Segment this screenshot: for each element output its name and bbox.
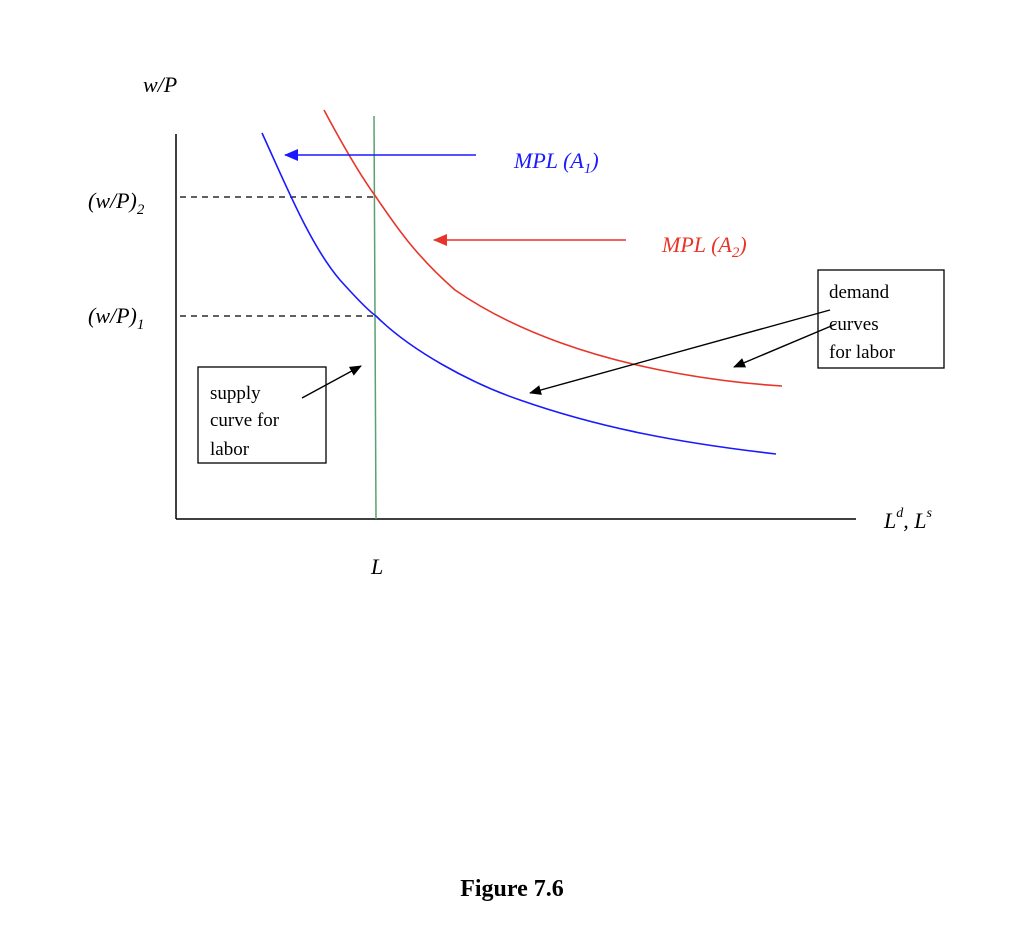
- x-axis-tick-l: L: [370, 554, 383, 579]
- y-tick-wp1-base: (w/P): [88, 303, 137, 328]
- supply-callout-line-1: supply: [210, 383, 261, 404]
- demand-callout-text: demand curves for labor: [829, 282, 896, 363]
- demand-callout-line-3: for labor: [829, 342, 896, 363]
- supply-callout-box: [197, 366, 327, 464]
- x-axis-label-ld: L: [883, 508, 896, 533]
- demand-callout-line-1: demand: [829, 282, 890, 303]
- supply-callout-arrow: [301, 365, 362, 399]
- label-mpl-a1-prefix: MPL (A: [513, 148, 584, 173]
- label-mpl-a2-sub: 2: [732, 245, 740, 261]
- supply-callout-text: supply curve for labor: [210, 383, 284, 460]
- label-mpl-a2-prefix: MPL (A: [661, 232, 732, 257]
- y-tick-wp1-sub: 1: [137, 317, 145, 333]
- demand-curve-mpl-a1: [261, 132, 777, 455]
- y-tick-wp1: (w/P)1: [88, 303, 144, 333]
- x-axis-label: Ld, Ls: [883, 506, 933, 533]
- demand-callout-box: [817, 269, 945, 369]
- supply-callout-line-2: curve for: [210, 410, 280, 431]
- supply-callout-line-3: labor: [210, 439, 250, 460]
- supply-curve: [373, 115, 377, 520]
- supply-callout-clip: supply curve for labor: [210, 383, 284, 460]
- y-axis-label: w/P: [143, 72, 177, 97]
- demand-callout-arrow-to-mpl-a1: [529, 309, 831, 395]
- figure-caption: Figure 7.6: [460, 876, 564, 902]
- label-mpl-a1: MPL (A1): [513, 148, 599, 177]
- x-axis-label-ls: L: [913, 508, 926, 533]
- demand-callout-line-2: curves: [829, 314, 879, 335]
- y-tick-wp2-sub: 2: [137, 202, 145, 218]
- x-axis-label-ld-sup: d: [896, 506, 904, 521]
- demand-curve-mpl-a2: [323, 109, 783, 387]
- x-axis-label-sep: ,: [903, 508, 914, 533]
- label-mpl-a2: MPL (A2): [661, 232, 747, 261]
- label-mpl-a2-suffix: ): [737, 232, 746, 257]
- y-tick-wp2-base: (w/P): [88, 188, 137, 213]
- label-mpl-a1-suffix: ): [589, 148, 598, 173]
- demand-callout-arrow-to-mpl-a2: [733, 323, 837, 368]
- x-axis-label-ls-sup: s: [927, 506, 933, 521]
- y-tick-wp2: (w/P)2: [88, 188, 145, 218]
- label-mpl-a1-sub: 1: [584, 161, 592, 177]
